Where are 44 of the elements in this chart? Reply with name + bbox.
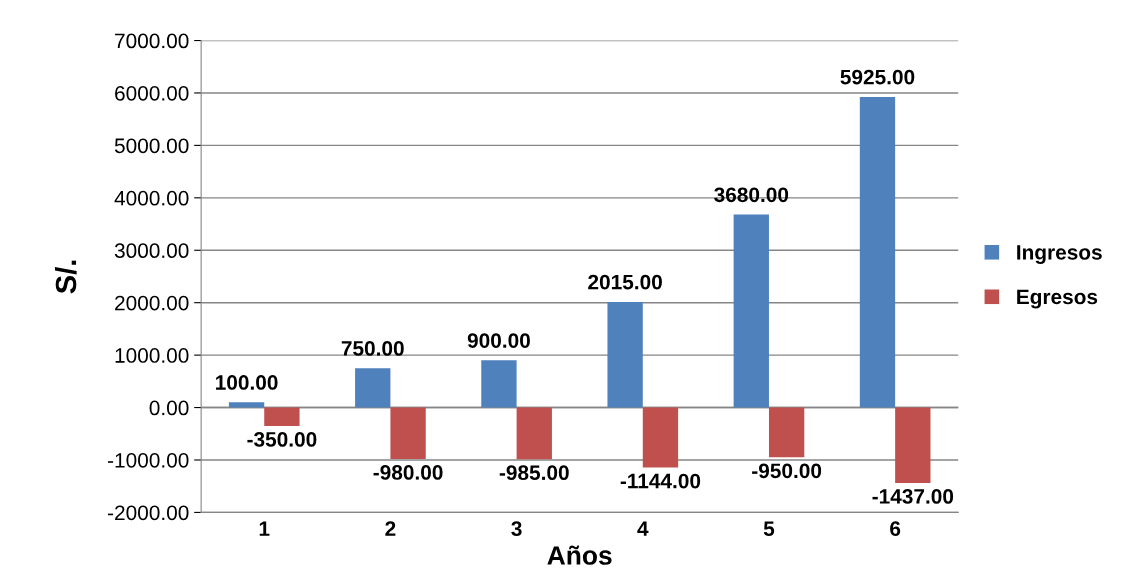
x-axis-title: Años xyxy=(547,545,612,565)
bar xyxy=(895,407,931,483)
x-tick-label: 5 xyxy=(763,521,775,537)
y-tick-label: 0.00 xyxy=(149,400,189,416)
x-tick-label: 3 xyxy=(511,521,522,537)
data-label: -950.00 xyxy=(752,463,822,479)
x-tick-label: 1 xyxy=(259,521,270,536)
data-label: 5925.00 xyxy=(840,69,915,85)
bar xyxy=(733,214,769,408)
data-label: -980.00 xyxy=(373,465,443,480)
data-label: 2015.00 xyxy=(588,274,662,290)
data-label: -350.00 xyxy=(247,432,317,447)
data-label: -985.00 xyxy=(499,465,569,481)
x-tick-label: 2 xyxy=(385,521,396,536)
x-tick-label: 6 xyxy=(890,521,901,537)
data-label: -1437.00 xyxy=(872,489,954,504)
bar xyxy=(516,407,552,460)
data-label: 750.00 xyxy=(341,341,404,356)
y-tick-label: 1000.00 xyxy=(115,348,189,363)
x-tick-label: 4 xyxy=(637,521,649,536)
bar xyxy=(768,407,805,458)
legend-label: Egresos xyxy=(1017,289,1098,309)
bar xyxy=(264,407,300,426)
legend-label: Ingresos xyxy=(1017,245,1102,264)
y-tick-label: 7000.00 xyxy=(115,33,189,49)
data-label: 3680.00 xyxy=(714,187,789,203)
data-label: 900.00 xyxy=(467,333,530,348)
bar xyxy=(355,368,391,408)
y-tick-label: 6000.00 xyxy=(115,85,189,101)
y-tick-label: -1000.00 xyxy=(108,452,189,468)
bar xyxy=(859,96,896,408)
y-tick-label: 3000.00 xyxy=(114,243,189,259)
data-label: 100.00 xyxy=(216,375,278,390)
y-axis-title: S/. xyxy=(54,260,77,294)
data-label: -1144.00 xyxy=(620,473,701,489)
y-tick-label: 4000.00 xyxy=(114,190,189,206)
bar xyxy=(390,407,426,459)
y-tick-label: 2000.00 xyxy=(115,295,189,311)
y-tick-label: -2000.00 xyxy=(108,505,189,521)
bar xyxy=(642,407,679,468)
bar xyxy=(228,402,265,408)
bar xyxy=(481,360,517,408)
y-tick-label: 5000.00 xyxy=(114,138,189,154)
bar xyxy=(607,301,643,408)
